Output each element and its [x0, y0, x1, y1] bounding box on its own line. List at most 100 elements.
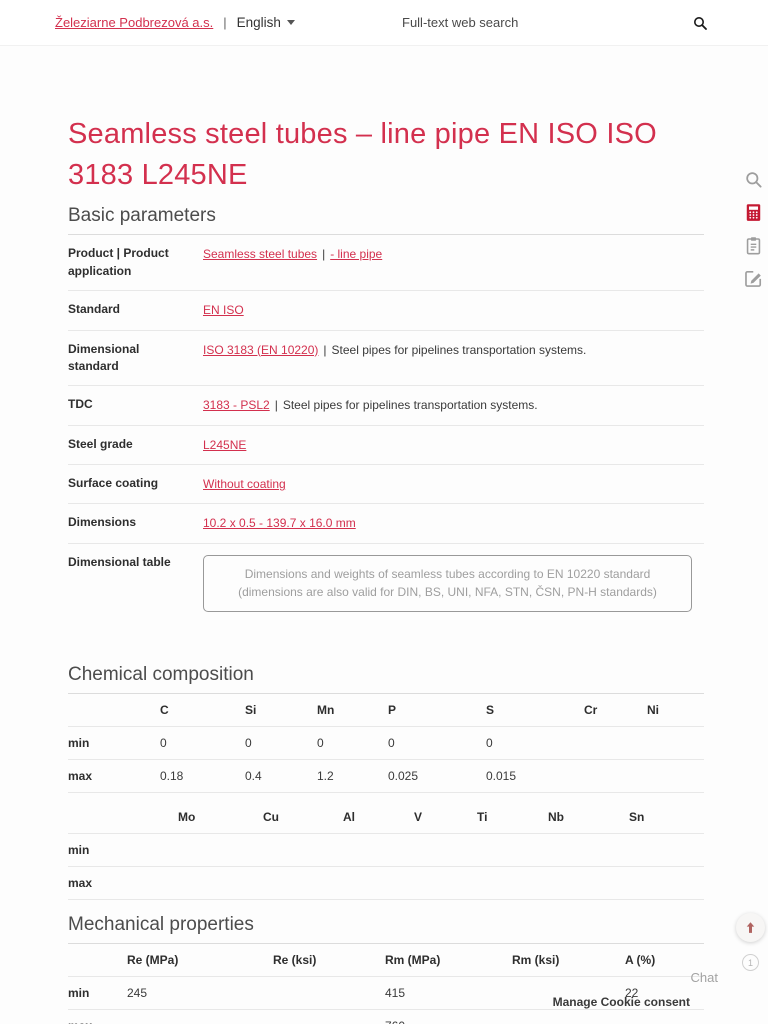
- cell: 0.18: [160, 759, 245, 794]
- table-row: max - - 760 - -: [68, 1009, 704, 1024]
- column-header: Sn: [629, 801, 704, 835]
- table-row: max: [68, 866, 704, 901]
- calculator-icon[interactable]: [744, 203, 763, 222]
- chemical-table-1: C Si Mn P S Cr Ni min 0 0 0 0 0: [68, 694, 704, 794]
- tdc-description: Steel pipes for pipelines transportation…: [282, 398, 538, 413]
- language-dropdown[interactable]: English: [237, 15, 295, 30]
- search-tool-icon[interactable]: [744, 170, 763, 189]
- table-row: max 0.18 0.4 1.2 0.025 0.015: [68, 759, 704, 794]
- column-header: Re (ksi): [273, 944, 385, 978]
- param-label: Standard: [68, 302, 121, 317]
- param-row-tdc: TDC 3183 - PSL2 | Steel pipes for pipeline…: [68, 386, 704, 426]
- row-label: min: [68, 976, 127, 1011]
- row-label: max: [68, 866, 178, 901]
- param-value: 10.2 x 0.5 - 139.7 x 16.0 mm: [203, 514, 704, 532]
- cell: [263, 866, 343, 901]
- table-row: min 245 415 22: [68, 976, 704, 1011]
- cell: [548, 833, 629, 868]
- param-value: Seamless steel tubes | - line pipe: [203, 245, 704, 263]
- column-header: Rm (MPa): [385, 944, 512, 978]
- column-header: Cr: [584, 694, 647, 728]
- cell: [178, 866, 263, 901]
- tdc-link[interactable]: 3183 - PSL2: [203, 398, 270, 413]
- cell: -: [625, 1009, 704, 1024]
- cell: 0: [317, 726, 388, 761]
- param-row-dimensional-table: Dimensional table Dimensions and weights…: [68, 544, 704, 622]
- param-label: TDC: [68, 397, 93, 412]
- cell: -: [273, 1009, 385, 1024]
- steel-grade-link[interactable]: L245NE: [203, 437, 247, 452]
- cell: 0: [160, 726, 245, 761]
- search-button[interactable]: [687, 7, 713, 38]
- cell: 0: [388, 726, 486, 761]
- column-header: P: [388, 694, 486, 728]
- row-label: max: [68, 1009, 127, 1024]
- dimensional-table-box[interactable]: Dimensions and weights of seamless tubes…: [203, 554, 692, 613]
- basic-parameters-heading: Basic parameters: [68, 205, 704, 236]
- surface-coating-link[interactable]: Without coating: [203, 477, 286, 492]
- cell: -: [127, 1009, 273, 1024]
- search-input[interactable]: [402, 15, 687, 30]
- param-label: Dimensions: [68, 515, 137, 530]
- param-row-standard: Standard EN ISO: [68, 291, 704, 331]
- cell: [512, 976, 625, 1011]
- column-header: Rm (ksi): [512, 944, 625, 978]
- header-separator: |: [223, 15, 227, 30]
- cell: [273, 976, 385, 1011]
- param-row-surface-coating: Surface coating Without coating: [68, 465, 704, 505]
- param-value: 3183 - PSL2 | Steel pipes for pipelines tr…: [203, 396, 704, 414]
- search-icon: [692, 15, 708, 31]
- cell: 22: [625, 976, 704, 1011]
- chemical-composition-heading: Chemical composition: [68, 664, 704, 695]
- chemical-table-2: Mo Cu Al V Ti Nb Sn min: [68, 801, 704, 901]
- column-header: S: [486, 694, 584, 728]
- param-label: Surface coating: [68, 476, 159, 491]
- table-row: min 0 0 0 0 0: [68, 726, 704, 761]
- param-value: ISO 3183 (EN 10220) | Steel pipes for pipe…: [203, 341, 704, 359]
- param-label: Steel grade: [68, 436, 133, 451]
- cell: 0: [486, 726, 584, 761]
- company-link[interactable]: Železiarne Podbrezová a.s.: [55, 15, 214, 30]
- main-content: Seamless steel tubes – line pipe EN ISO …: [68, 46, 704, 1024]
- row-label: min: [68, 833, 178, 868]
- product-link[interactable]: Seamless steel tubes: [203, 247, 318, 262]
- clipboard-icon[interactable]: [744, 236, 763, 255]
- standard-link[interactable]: EN ISO: [203, 303, 244, 318]
- arrow-up-icon: [743, 920, 758, 935]
- param-label: Dimensional standard: [68, 341, 140, 373]
- column-header: Al: [343, 801, 414, 835]
- cell: [548, 866, 629, 901]
- param-value: Without coating: [203, 475, 704, 493]
- param-value: L245NE: [203, 436, 704, 454]
- chat-button[interactable]: Chat: [690, 970, 718, 985]
- chevron-down-icon: [286, 20, 295, 25]
- row-label: max: [68, 759, 160, 794]
- cell: [414, 866, 477, 901]
- cell: 0.025: [388, 759, 486, 794]
- column-header: [68, 944, 127, 978]
- edit-icon[interactable]: [744, 269, 763, 288]
- cell: [629, 866, 704, 901]
- dimensional-standard-link[interactable]: ISO 3183 (EN 10220): [203, 342, 319, 357]
- cell: [414, 833, 477, 868]
- cell: [178, 833, 263, 868]
- column-header: [68, 694, 160, 728]
- application-link[interactable]: - line pipe: [330, 247, 383, 262]
- column-header: Mo: [178, 801, 263, 835]
- table-header-row: Re (MPa) Re (ksi) Rm (MPa) Rm (ksi) A (%…: [68, 944, 704, 978]
- table-row: min: [68, 833, 704, 868]
- cell: [477, 866, 548, 901]
- column-header: Ti: [477, 801, 548, 835]
- cell: [584, 759, 647, 794]
- cell: [647, 726, 704, 761]
- cell: 0.015: [486, 759, 584, 794]
- cookie-consent-link[interactable]: Manage Cookie consent: [552, 995, 690, 1009]
- cell: 0: [245, 726, 317, 761]
- value-separator: |: [323, 342, 327, 357]
- column-header: C: [160, 694, 245, 728]
- dimensions-link[interactable]: 10.2 x 0.5 - 139.7 x 16.0 mm: [203, 516, 356, 531]
- top-bar: Železiarne Podbrezová a.s. | English: [0, 0, 768, 46]
- cell: 245: [127, 976, 273, 1011]
- scroll-to-top-button[interactable]: [736, 913, 765, 942]
